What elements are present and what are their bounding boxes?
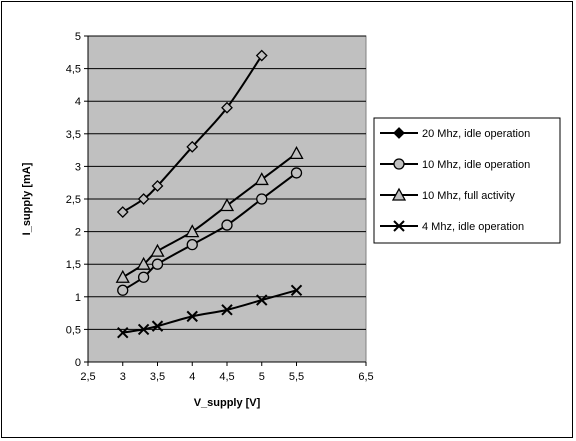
data-point-triangle xyxy=(289,146,304,160)
data-point-x xyxy=(151,320,164,332)
data-point-circle xyxy=(151,258,164,270)
data-point-circle xyxy=(137,271,150,283)
series-4 xyxy=(117,284,303,339)
legend-label: 10 Mhz, idle operation xyxy=(422,159,530,171)
y-tick-label: 2 xyxy=(75,227,81,239)
data-point-triangle xyxy=(136,256,151,270)
y-tick-label: 4 xyxy=(75,96,81,108)
legend-item: 4 Mhz, idle operation xyxy=(380,220,524,233)
legend-box xyxy=(373,117,561,244)
data-point-circle xyxy=(256,193,268,205)
data-point-x xyxy=(137,323,150,336)
data-point-diamond xyxy=(137,193,150,205)
x-tick-label: 3,5 xyxy=(150,371,165,383)
data-point-diamond xyxy=(255,49,268,62)
data-point-x xyxy=(117,326,129,339)
legend-marker-x xyxy=(393,220,405,232)
series xyxy=(115,49,304,339)
x-tick-label: 5 xyxy=(259,371,265,383)
legend-item: 20 Mhz, idle operation xyxy=(380,127,530,140)
y-tick-label: 3,5 xyxy=(66,129,81,141)
y-tick-label: 3 xyxy=(75,161,81,173)
data-point-triangle xyxy=(185,224,200,238)
data-point-triangle xyxy=(254,172,269,186)
y-tick-label: 0,5 xyxy=(66,324,81,336)
x-axis-title: V_supply [V] xyxy=(194,397,261,409)
data-point-diamond xyxy=(151,180,164,192)
data-point-triangle xyxy=(115,269,130,283)
legend-item: 10 Mhz, idle operation xyxy=(380,158,530,171)
legend: 20 Mhz, idle operation 10 Mhz, idle opera… xyxy=(373,117,561,244)
y-tick-label: 2,5 xyxy=(66,194,81,206)
data-point-x xyxy=(221,304,233,316)
data-point-triangle xyxy=(150,243,165,257)
data-point-circle xyxy=(186,238,198,251)
series-3 xyxy=(115,146,304,283)
data-point-diamond xyxy=(221,101,233,114)
data-point-x xyxy=(186,310,198,323)
legend-marker-triangle xyxy=(391,187,407,201)
gridlines xyxy=(88,35,366,363)
data-point-circle xyxy=(290,167,303,179)
series-1 xyxy=(116,49,268,218)
y-tick-label: 5 xyxy=(75,31,81,43)
y-tick-label: 1 xyxy=(75,292,81,304)
series-2 xyxy=(117,167,303,296)
x-tick-label: 5,5 xyxy=(289,371,304,383)
legend-label: 4 Mhz, idle operation xyxy=(422,221,524,233)
x-tick-label: 2,5 xyxy=(80,371,95,383)
y-tick-label: 0 xyxy=(75,357,81,369)
legend-marker-circle xyxy=(393,158,405,170)
x-tick-label: 4 xyxy=(189,371,195,383)
y-tick-label: 1,5 xyxy=(66,259,81,271)
x-tick-label: 6,5 xyxy=(358,371,373,383)
x-tick-label: 3 xyxy=(120,371,126,383)
data-point-diamond xyxy=(186,140,199,153)
legend-item: 10 Mhz, full activity xyxy=(380,187,515,202)
data-point-diamond xyxy=(116,206,129,218)
y-axis-title: I_supply [mA] xyxy=(21,162,33,235)
legend-label: 20 Mhz, idle operation xyxy=(422,128,530,140)
y-tick-label: 4,5 xyxy=(66,64,81,76)
x-tick-label: 4,5 xyxy=(219,371,234,383)
data-point-triangle xyxy=(219,198,235,212)
data-point-x xyxy=(290,284,303,296)
data-point-circle xyxy=(117,284,129,296)
legend-label: 10 Mhz, full activity xyxy=(422,190,515,202)
axes: 0 0,5 1 1,5 2 2,5 3 3,5 4 4,5 5 2,5 3 3,5 4 4,5 5 5,5 6,5 xyxy=(66,31,374,383)
legend-marker-diamond xyxy=(393,127,405,139)
data-point-circle xyxy=(221,219,233,231)
data-point-x xyxy=(256,294,268,306)
